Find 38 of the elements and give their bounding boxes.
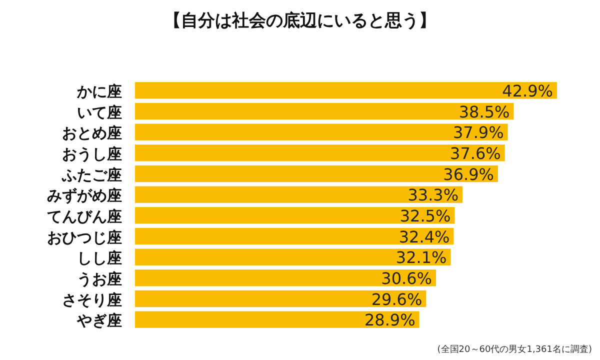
text: (全国20～60代の男女1,361名に調査) (437, 344, 592, 355)
data-label: 32.5% (400, 206, 451, 226)
data-label: 32.4% (398, 227, 450, 246)
bar (135, 290, 426, 308)
bar (135, 248, 451, 266)
y-tick-label: ふたご座 (61, 166, 122, 184)
y-tick-label: さそり座 (62, 290, 122, 309)
y-tick-label: おとめ座 (62, 124, 122, 142)
data-label: 28.9% (364, 310, 416, 330)
bar (135, 124, 508, 140)
bar (135, 186, 463, 203)
data-label: 33.3% (408, 186, 459, 205)
data-label: 30.6% (381, 268, 432, 288)
data-label: 36.9% (443, 164, 494, 184)
y-tick-label: うお座 (77, 270, 122, 288)
data-label: 42.9% (502, 81, 553, 100)
y-tick-label: てんびん座 (47, 207, 122, 226)
bar (135, 207, 455, 224)
y-tick-label: おひつじ座 (47, 228, 122, 246)
y-tick-label: しし座 (77, 249, 122, 268)
bar (135, 165, 498, 182)
y-tick-label: やぎ座 (76, 312, 122, 330)
data-label: 32.1% (396, 248, 447, 268)
y-tick-label: みずがめ座 (47, 186, 122, 205)
data-label: 38.5% (458, 102, 510, 122)
bar (135, 82, 557, 99)
y-tick-label: おうし座 (62, 144, 122, 163)
data-label: 37.9% (452, 123, 504, 142)
data-label: 37.6% (450, 144, 501, 163)
bar (135, 270, 436, 286)
data-label: 29.6% (371, 290, 422, 309)
chart-title: 【自分は社会の底辺にいると思う】 (164, 11, 436, 31)
bar (135, 102, 514, 120)
bar (135, 311, 420, 328)
y-tick-label: かに座 (76, 82, 122, 100)
bar (135, 228, 454, 245)
y-tick-label: いて座 (77, 103, 122, 122)
bar (135, 144, 505, 162)
